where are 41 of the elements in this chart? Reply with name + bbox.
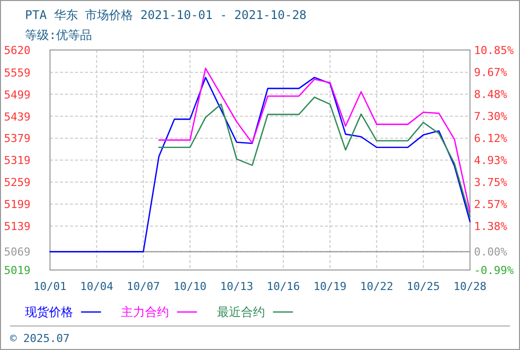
- y-tick-label: 5620: [4, 44, 30, 57]
- y2-tick-label: 4.93%: [474, 154, 508, 167]
- text: © 2025.07: [10, 332, 70, 345]
- x-tick-label: 10/01: [33, 280, 67, 293]
- y2-tick-label: 2.57%: [474, 198, 508, 211]
- y2-tick-label: 1.38%: [474, 220, 508, 233]
- legend-label: 现货价格: [25, 305, 73, 319]
- y-tick-label: 5069: [4, 246, 30, 259]
- x-tick-label: 10/22: [360, 280, 394, 293]
- line-series: [49, 76, 471, 252]
- y-tick-label: 5259: [4, 176, 30, 190]
- x-tick-label: 10/13: [220, 280, 254, 293]
- x-tick-label: 10/28: [453, 280, 487, 293]
- y-tick-label: 5559: [4, 66, 30, 80]
- y2-tick-label: 9.67%: [474, 66, 508, 79]
- y2-tick-label: 8.48%: [474, 88, 508, 102]
- y-tick-label: 5379: [4, 132, 30, 146]
- y-tick-label: 5499: [4, 88, 30, 102]
- y2-tick-label: 6.12%: [474, 132, 508, 145]
- y-tick-label: 5439: [4, 110, 30, 124]
- x-tick-label: 10/07: [126, 280, 160, 293]
- legend-label: 主力合约: [121, 305, 169, 319]
- y-tick-label: 5199: [4, 198, 30, 212]
- x-tick-label: 10/19: [313, 280, 347, 293]
- chart-subtitle: 等级:优等品: [25, 28, 92, 42]
- line-series: [158, 96, 471, 218]
- chart-title: PTA 华东 市场价格 2021-10-01 - 2021-10-28: [25, 8, 307, 22]
- y2-tick-label: 3.75%: [474, 176, 508, 189]
- x-tick-label: 10/25: [406, 280, 440, 293]
- x-tick-label: 10/10: [173, 280, 207, 293]
- y-tick-label: 5019: [4, 264, 30, 277]
- y-tick-label: 5319: [4, 154, 30, 168]
- y2-tick-label: -0.99%: [474, 264, 514, 277]
- y-tick-label: 5139: [4, 220, 30, 234]
- line-series: [158, 68, 471, 212]
- x-tick-label: 10/04: [80, 280, 114, 293]
- y2-tick-label: 7.30%: [474, 110, 508, 123]
- legend-label: 最近合约: [217, 305, 265, 319]
- y2-tick-label: 0.00%: [474, 246, 508, 259]
- x-tick-label: 10/16: [266, 280, 300, 293]
- y2-tick-label: 10.85%: [474, 44, 514, 57]
